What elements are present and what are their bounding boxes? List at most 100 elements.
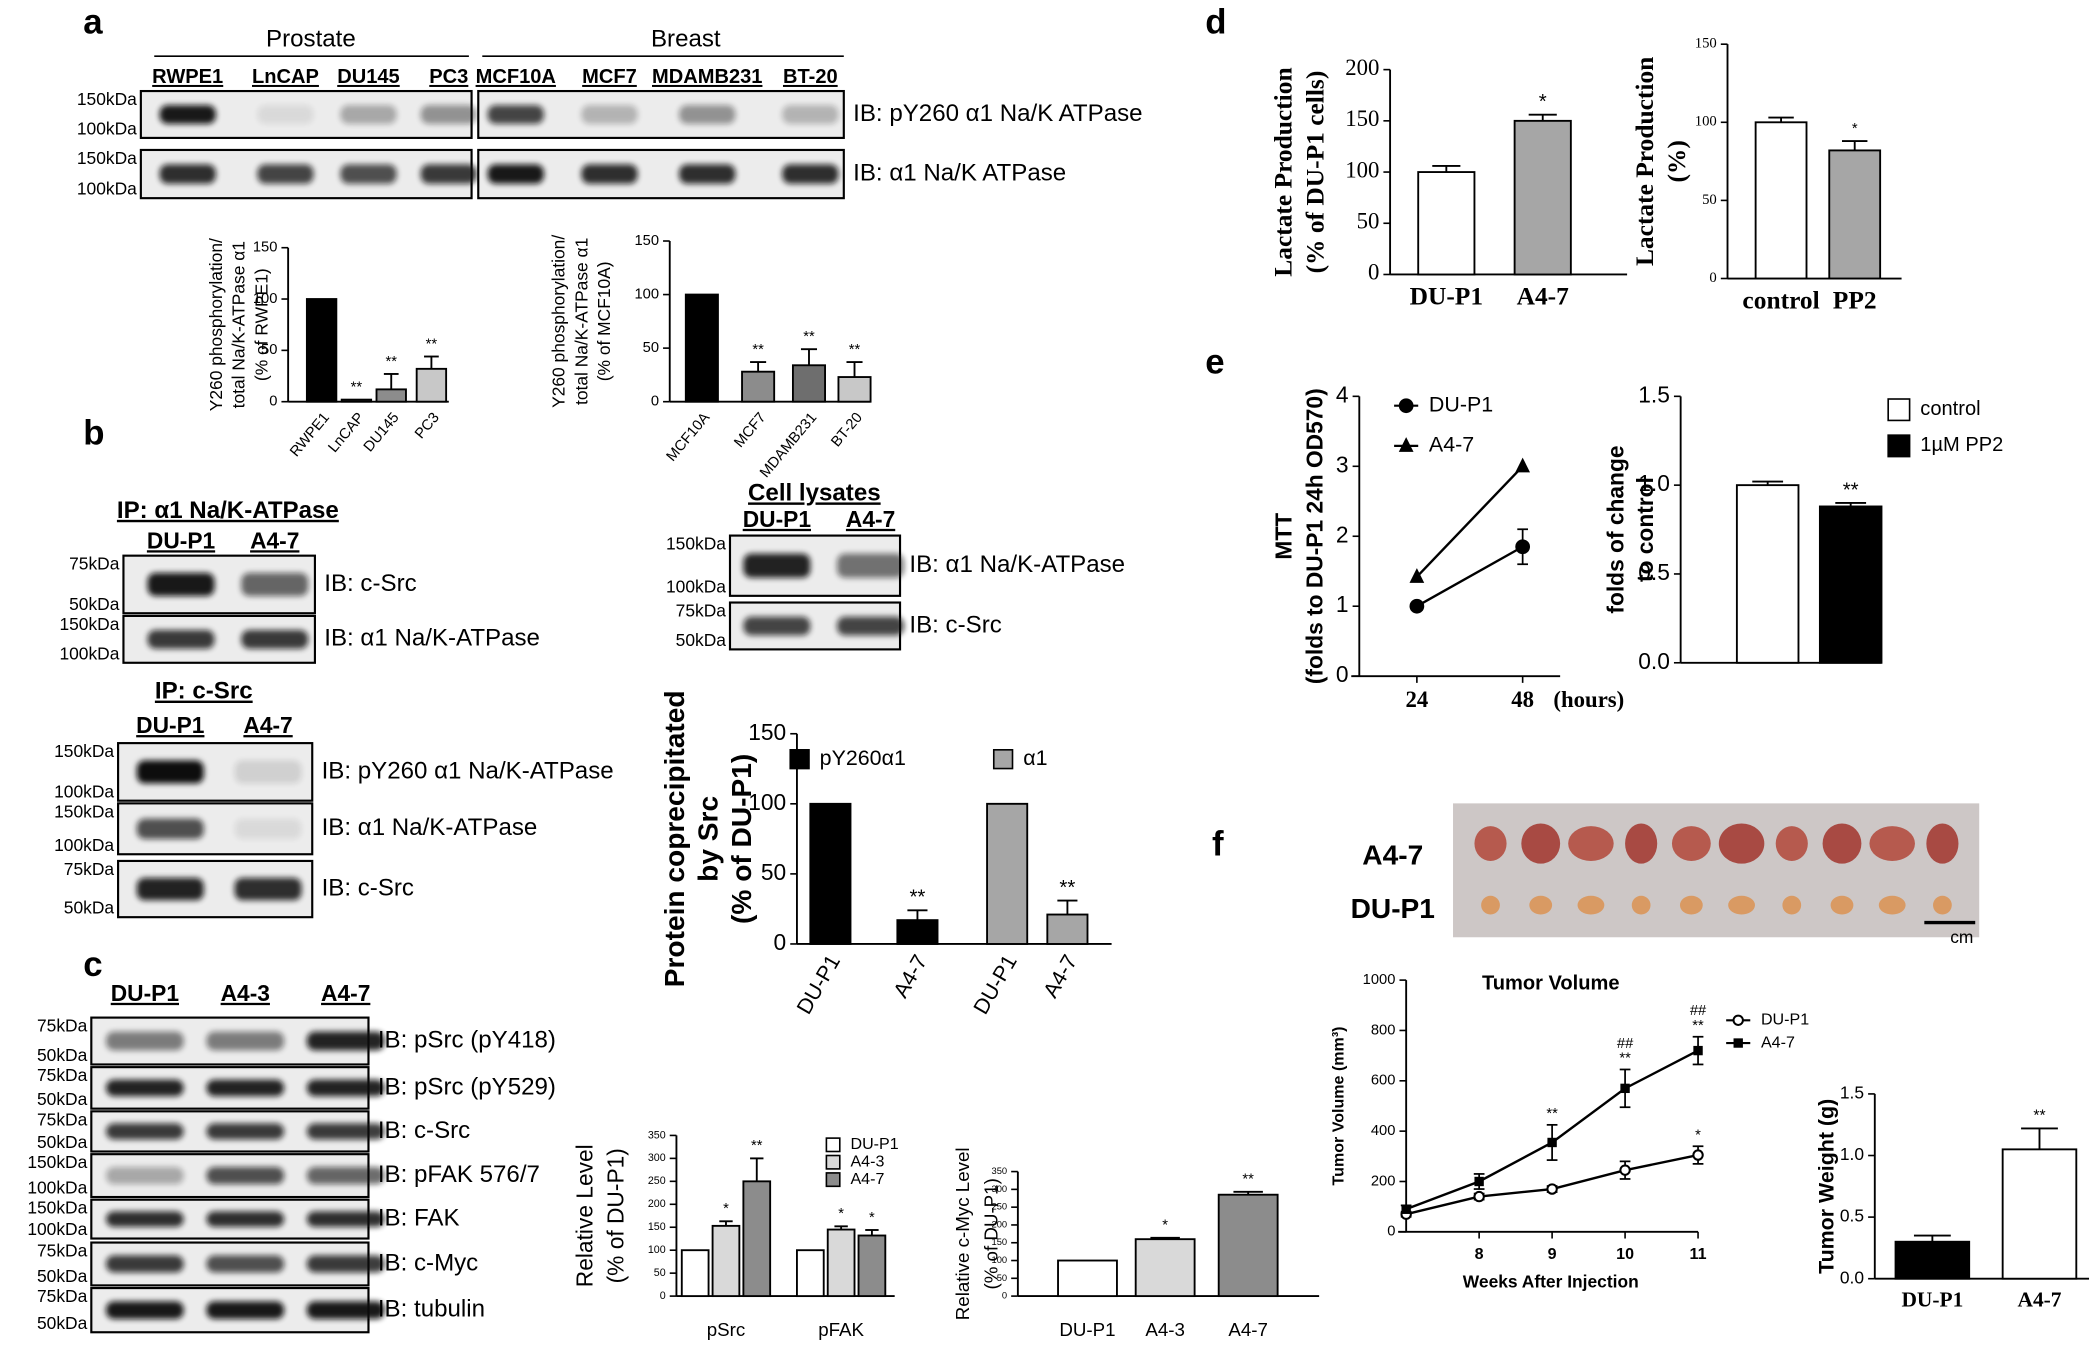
legend-swatch <box>825 1137 841 1153</box>
legend-label: DU-P1 <box>1429 392 1493 416</box>
significance: ** <box>1546 1106 1558 1122</box>
blot-band <box>206 1031 285 1051</box>
bar <box>1134 1238 1196 1298</box>
y-tick-label: 250 <box>648 1175 666 1187</box>
lane-label: DU145 <box>337 66 400 88</box>
bar <box>742 1180 772 1298</box>
blot-band <box>234 877 302 901</box>
legend-label: DU-P1 <box>850 1135 898 1153</box>
marker-label: 100kDa <box>59 643 119 663</box>
y-tick-label: 100 <box>634 286 659 302</box>
y-tick-label: 2 <box>1336 521 1349 547</box>
tumor <box>1671 826 1711 861</box>
significance: * <box>1162 1218 1168 1234</box>
bar <box>1417 171 1476 276</box>
y-axis-label: folds of change <box>1603 445 1629 613</box>
y-axis-label: (% of DU-P1) <box>603 1148 629 1283</box>
y-tick-label: 0 <box>1002 1291 1007 1301</box>
marker-label: 100kDa <box>54 835 114 855</box>
blot-band <box>306 1211 385 1227</box>
blot-band <box>106 1301 184 1319</box>
lane-label: A4-7 <box>250 527 299 553</box>
blot-band <box>136 760 204 784</box>
marker-label: 150kDa <box>59 614 119 634</box>
x-tick-label: DU-P1 <box>1410 281 1483 310</box>
y-tick-label: 1000 <box>1363 972 1396 988</box>
legend-label: control <box>1920 398 1980 420</box>
blot-band <box>306 1123 385 1140</box>
blot-band <box>679 105 736 124</box>
y-axis-label: (% of DU-P1) <box>726 754 757 924</box>
blot-title: IP: α1 Na/K-ATPase <box>117 497 339 524</box>
blot-band <box>420 105 477 124</box>
y-axis-label: to control <box>1632 477 1658 582</box>
x-tick-label: pSrc <box>707 1319 746 1340</box>
blot-band <box>837 553 905 578</box>
y-tick-label: 0 <box>660 1290 666 1302</box>
y-tick-label: 350 <box>992 1166 1008 1176</box>
y-tick-label: 150 <box>748 719 786 745</box>
y-tick-label: 300 <box>648 1152 666 1164</box>
blot-band <box>581 164 638 184</box>
x-tick-label: 24 <box>1405 687 1428 712</box>
x-tick-label: 9 <box>1548 1245 1557 1263</box>
y-tick-label: 350 <box>648 1129 666 1141</box>
y-tick-label: 1.5 <box>1638 381 1670 407</box>
tumor <box>1577 895 1605 915</box>
marker-label: 150kDa <box>77 148 137 168</box>
blot-band <box>837 616 905 636</box>
bar <box>1735 484 1800 664</box>
marker-label: 150kDa <box>54 741 114 761</box>
marker-label: 100kDa <box>54 781 114 801</box>
significance: ** <box>386 354 398 370</box>
y-tick-label: 150 <box>992 1237 1008 1247</box>
x-tick-label: 11 <box>1690 1245 1707 1263</box>
blot-band <box>679 164 736 184</box>
blot-label: IB: FAK <box>378 1204 460 1231</box>
blot-band <box>234 818 302 839</box>
bar <box>1754 121 1808 280</box>
y-tick-label: 100 <box>992 1255 1008 1265</box>
y-axis-label: Tumor Volume (mm³) <box>1329 1026 1347 1185</box>
blot-label: IB: pY260 α1 Na/K-ATPase <box>322 757 614 784</box>
y-tick-label: 0 <box>774 929 787 955</box>
marker-label: 75kDa <box>37 1109 88 1129</box>
chart-title: Tumor Volume <box>1482 972 1620 994</box>
y-axis-label: (% of MCF10A) <box>594 261 614 381</box>
blot-band <box>782 105 839 124</box>
y-axis-label: Lactate Production <box>1268 67 1297 276</box>
photo-label: A4-7 <box>1362 839 1423 870</box>
y-tick-label: 0.0 <box>1638 648 1670 674</box>
legend-label: A4-7 <box>850 1170 884 1188</box>
marker-label: 100kDa <box>77 179 137 199</box>
blot-band <box>340 164 397 184</box>
y-axis-label: total Na/K-ATPase α1 <box>229 241 249 408</box>
blot-label: IB: c-Src <box>322 874 414 901</box>
group-label: Breast <box>651 26 721 53</box>
bar <box>684 293 719 403</box>
significance: ** <box>849 342 861 358</box>
y-tick-label: 50 <box>761 859 786 885</box>
y-axis-label: Relative Level <box>572 1144 598 1287</box>
legend-swatch <box>992 749 1014 770</box>
legend-swatch <box>1887 434 1911 458</box>
blot-band <box>306 1167 385 1185</box>
significance: * <box>1539 90 1547 113</box>
panel-letter: a <box>83 2 103 41</box>
y-tick-label: 200 <box>1371 1173 1396 1189</box>
y-axis-label: (% of DU-P1) <box>980 1178 1001 1289</box>
legend-swatch <box>789 749 810 770</box>
marker-label: 75kDa <box>69 554 120 574</box>
legend-marker <box>1398 398 1414 414</box>
blot-band <box>206 1167 285 1185</box>
blot-label: IB: c-Src <box>378 1117 470 1144</box>
panel-letter: c <box>83 945 102 984</box>
tumor <box>1728 895 1755 915</box>
blot-label: IB: pFAK 576/7 <box>378 1161 540 1188</box>
significance: ** <box>751 1138 763 1154</box>
lane-label: PC3 <box>429 66 468 88</box>
significance: * <box>869 1210 875 1226</box>
bar <box>796 1249 825 1298</box>
legend-label: 1µM PP2 <box>1920 434 2003 456</box>
